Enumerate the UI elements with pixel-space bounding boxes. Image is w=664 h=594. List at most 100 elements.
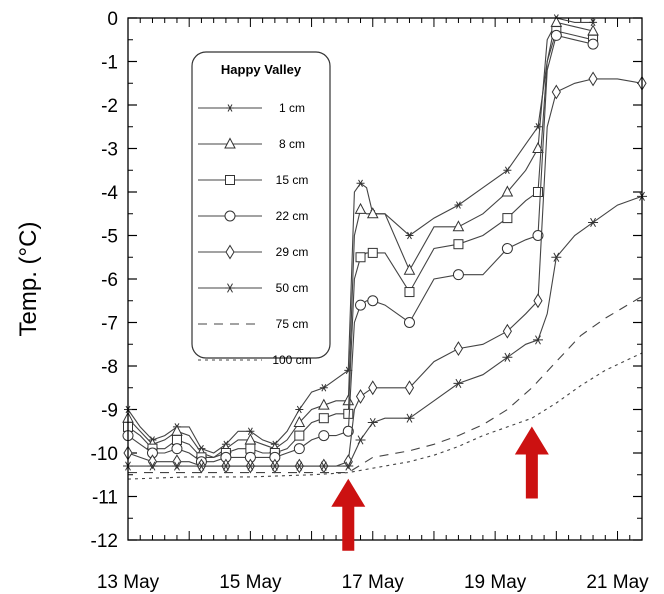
x-tick-label: 13 May: [97, 572, 160, 593]
legend-marker: [225, 244, 235, 260]
series-50-cm: [123, 191, 647, 471]
y-axis-label: Temp. (°C): [15, 222, 42, 337]
data-point: [453, 378, 464, 388]
data-point: [245, 443, 256, 454]
legend-marker: [224, 210, 236, 222]
data-point: [317, 398, 330, 410]
data-point: [550, 29, 562, 41]
legend-entry: 29 cm: [276, 245, 309, 259]
legend-entry: 75 cm: [276, 317, 309, 331]
series-line: [127, 21, 594, 459]
data-point: [147, 461, 158, 471]
data-point: [355, 299, 367, 311]
data-point: [367, 247, 378, 258]
data-point: [588, 71, 598, 87]
data-point: [551, 252, 562, 262]
y-tick-label: -3: [101, 140, 118, 161]
series-100-cm: [127, 352, 643, 480]
data-point: [342, 425, 354, 437]
y-tick-label: -9: [101, 401, 118, 422]
data-point: [295, 405, 304, 414]
data-point: [588, 217, 599, 228]
data-point: [502, 323, 512, 339]
y-tick-label: -6: [101, 270, 118, 291]
data-point: [403, 263, 416, 275]
legend-entry: 100 cm: [272, 353, 311, 367]
data-point: [404, 413, 415, 423]
legend-title: Happy Valley: [221, 62, 302, 77]
data-point: [318, 461, 329, 471]
legend-marker: [224, 137, 236, 149]
data-point: [293, 443, 305, 455]
legend-marker: [225, 283, 235, 293]
y-tick-label: 0: [107, 9, 118, 30]
legend-box: [191, 51, 331, 359]
data-point: [453, 341, 464, 357]
data-point: [533, 293, 543, 309]
data-point: [147, 454, 158, 470]
data-point: [551, 84, 561, 100]
data-point: [501, 185, 514, 197]
series-line: [128, 295, 643, 474]
data-point: [404, 287, 415, 298]
data-point: [503, 166, 512, 174]
data-point: [220, 461, 231, 471]
data-point: [343, 461, 354, 471]
x-tick-label: 15 May: [219, 572, 282, 593]
data-point: [502, 352, 513, 362]
legend-marker: [225, 175, 235, 185]
x-tick-label: 21 May: [586, 572, 649, 593]
y-tick-label: -12: [91, 531, 118, 552]
data-point: [587, 38, 599, 50]
data-point: [405, 231, 414, 240]
x-tick-label: 17 May: [342, 572, 405, 593]
data-point: [355, 388, 366, 404]
data-point: [171, 434, 182, 445]
red-arrow-2: [514, 426, 549, 499]
data-point: [367, 295, 379, 307]
data-point: [171, 443, 183, 455]
data-point: [171, 461, 182, 471]
data-point: [367, 417, 378, 428]
legend-entry: 15 cm: [276, 173, 309, 187]
data-point: [532, 230, 544, 241]
data-point: [196, 461, 207, 471]
data-point: [355, 252, 366, 263]
legend-entry: 8 cm: [279, 137, 305, 151]
data-point: [244, 433, 257, 445]
data-point: [452, 220, 465, 232]
data-point: [354, 202, 367, 214]
data-point: [404, 380, 415, 396]
data-point: [343, 408, 354, 419]
data-point: [368, 380, 378, 396]
data-point: [403, 317, 415, 328]
data-point: [589, 18, 598, 27]
data-point: [294, 461, 305, 471]
legend-entry: 22 cm: [276, 209, 309, 223]
data-point: [318, 413, 329, 424]
data-point: [246, 427, 255, 435]
data-point: [366, 207, 379, 219]
data-point: [452, 269, 464, 281]
legend-entry: 50 cm: [276, 281, 309, 295]
series-line: [127, 17, 593, 454]
data-point: [502, 213, 513, 224]
y-tick-label: -2: [101, 96, 118, 117]
plot-frame: [127, 17, 643, 541]
x-tick-label: 19 May: [464, 572, 527, 593]
data-point: [293, 415, 306, 428]
data-point: [172, 454, 182, 470]
y-tick-label: -5: [101, 227, 118, 248]
data-point: [532, 187, 543, 197]
legend: Happy Valley 1 cm 8 cm 15 cm 22 cm 29 cm 50 cm…: [191, 51, 331, 367]
data-point: [269, 461, 280, 471]
series-75-cm: [128, 295, 643, 474]
data-point: [454, 201, 463, 209]
data-point: [356, 179, 365, 188]
series-line: [127, 352, 643, 480]
y-tick-label: -11: [92, 488, 118, 509]
data-point: [453, 239, 464, 250]
data-point: [501, 243, 513, 255]
legend-entry: 1 cm: [279, 101, 305, 115]
